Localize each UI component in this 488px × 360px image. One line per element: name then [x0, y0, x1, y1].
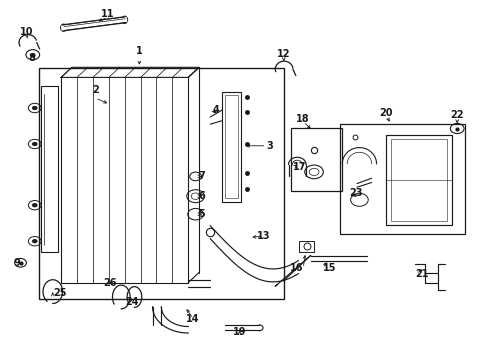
Text: 17: 17 [293, 162, 306, 172]
Text: 26: 26 [103, 278, 117, 288]
Text: 14: 14 [186, 314, 200, 324]
Bar [299, 241, 313, 252]
Text: 16: 16 [289, 263, 303, 273]
Text: 15: 15 [322, 263, 336, 273]
Text: 12: 12 [276, 49, 290, 59]
Text: 24: 24 [125, 297, 139, 307]
Bar [41, 86, 58, 252]
Text: 7: 7 [198, 171, 204, 181]
Text: 21: 21 [415, 269, 428, 279]
Text: 25: 25 [53, 288, 66, 298]
Text: 23: 23 [349, 188, 363, 198]
Text: 4: 4 [212, 105, 219, 115]
Text: 10: 10 [20, 27, 34, 37]
Bar [222, 92, 241, 202]
Bar [39, 68, 283, 299]
Circle shape [32, 142, 37, 146]
Circle shape [32, 203, 37, 207]
Text: 11: 11 [101, 9, 114, 19]
Text: 3: 3 [266, 141, 273, 151]
Text: 22: 22 [449, 110, 463, 120]
Text: 18: 18 [296, 114, 309, 124]
Text: 19: 19 [232, 327, 246, 337]
Bar [290, 128, 342, 191]
Bar [339, 124, 464, 234]
Bar [225, 95, 238, 198]
Text: 2: 2 [92, 85, 99, 95]
Bar [390, 139, 447, 221]
Text: 9: 9 [14, 258, 20, 268]
Text: 1: 1 [136, 46, 142, 56]
Text: 6: 6 [198, 191, 204, 201]
Circle shape [32, 106, 37, 110]
Text: 8: 8 [28, 53, 35, 63]
Text: 13: 13 [257, 231, 270, 241]
Bar [386, 135, 451, 225]
Text: 5: 5 [198, 209, 204, 219]
Circle shape [32, 239, 37, 243]
Text: 20: 20 [379, 108, 392, 118]
